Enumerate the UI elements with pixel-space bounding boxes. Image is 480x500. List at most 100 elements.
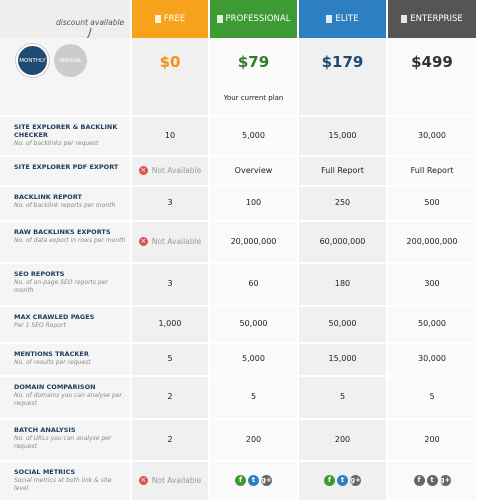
row-separator: [0, 185, 480, 187]
feature-description: Social metrics at both link & site level: [14, 477, 112, 492]
value-text: 60,000,000: [319, 236, 366, 246]
plan-price: $179: [321, 53, 364, 71]
feature-label: DOMAIN COMPARISON No. of domains you can …: [14, 383, 126, 407]
feature-name: SITE EXPLORER & BACKLINK CHECKER: [14, 123, 118, 139]
social-icon[interactable]: t: [248, 474, 259, 486]
social-icon[interactable]: f: [235, 474, 246, 486]
feature-value: 15,000: [299, 342, 386, 375]
row-separator: [0, 418, 480, 420]
value-text: 50,000: [239, 319, 268, 328]
value-text: 250: [334, 198, 351, 207]
social-icon[interactable]: g+: [261, 474, 272, 486]
feature-name: DOMAIN COMPARISON: [14, 383, 96, 391]
unavailable-icon: ×: [138, 165, 148, 175]
current-plan: Your current plan: [223, 94, 284, 102]
plan-name: PROFESSIONAL: [225, 14, 291, 24]
row-separator: [0, 305, 480, 307]
feature-value: × Not Available: [132, 155, 208, 185]
plan-name: FREE: [163, 14, 186, 24]
plan-icon: [154, 15, 161, 23]
feature-label: BACKLINK REPORT No. of backlink reports p…: [14, 193, 126, 210]
feature-description: No. of on-page SEO reports per month: [14, 279, 108, 294]
unavailable-icon: ×: [138, 236, 148, 246]
value-text: 100: [245, 198, 262, 207]
row-separator: [0, 155, 480, 157]
feature-description: No. of results per request: [14, 359, 91, 366]
plan-name: ENTERPRISE: [410, 14, 463, 24]
feature-value: 500: [388, 185, 476, 220]
feature-bg: [0, 462, 130, 500]
feature-value: 20,000,000: [210, 220, 297, 262]
feature-value: 50,000: [388, 305, 476, 342]
annual-toggle[interactable]: ANNUAL: [54, 44, 87, 77]
feature-value: 5: [388, 375, 476, 418]
social-icon[interactable]: g+: [350, 474, 361, 486]
value-text: 15,000: [328, 130, 357, 140]
feature-value: 2: [132, 418, 208, 460]
feature-value: 180: [299, 262, 386, 305]
social-icon[interactable]: g+: [439, 474, 451, 486]
unavailable-text: Not Available: [151, 236, 202, 246]
feature-label: BATCH ANALYSIS No. of URLs you can analys…: [14, 426, 126, 450]
feature-value: f t g+: [388, 460, 476, 500]
feature-bg: [0, 344, 130, 375]
row-separator: [0, 220, 480, 222]
value-text: 50,000: [328, 319, 357, 328]
plan-header: ELITE: [299, 0, 386, 38]
value-text: 15,000: [328, 354, 357, 363]
row-separator: [0, 460, 480, 462]
plan-header: FREE: [132, 0, 208, 38]
value-text: 200: [334, 434, 351, 444]
feature-label: MENTIONS TRACKER No. of results per reque…: [14, 350, 126, 367]
value-text: 3: [167, 198, 173, 207]
row-separator: [0, 262, 480, 264]
feature-name: SOCIAL METRICS: [14, 468, 76, 476]
feature-value: 30,000: [388, 342, 476, 375]
value-text: 20,000,000: [230, 236, 277, 246]
value-text: 1,000: [158, 319, 182, 328]
feature-value: 3: [132, 262, 208, 305]
social-icon[interactable]: t: [337, 474, 348, 486]
feature-name: SITE EXPLORER PDF EXPORT: [14, 163, 119, 171]
feature-value: × Not Available: [132, 460, 208, 500]
feature-value: 200: [388, 418, 476, 460]
feature-label: MAX CRAWLED PAGES Per 1 SEO Report: [14, 313, 126, 330]
feature-description: Per 1 SEO Report: [14, 322, 66, 329]
plan-price: $499: [411, 53, 453, 71]
social-icon[interactable]: f: [413, 474, 425, 486]
feature-bg: [0, 420, 130, 460]
feature-value: 3: [132, 185, 208, 220]
social-icon[interactable]: f: [324, 474, 335, 486]
feature-value: Full Report: [388, 155, 476, 185]
feature-name: RAW BACKLINKS EXPORTS: [14, 228, 111, 236]
discount-note: discount available: [56, 18, 125, 27]
monthly-toggle[interactable]: MONTHLY: [16, 44, 49, 77]
value-text: 2: [167, 434, 173, 444]
feature-value: f t g+: [210, 460, 297, 500]
value-text: 5,000: [242, 130, 265, 140]
feature-value: 50,000: [299, 305, 386, 342]
feature-value: 15,000: [299, 115, 386, 155]
feature-description: No. of backlinks per request: [14, 140, 99, 147]
value-text: 500: [424, 198, 440, 207]
value-text: 5: [339, 392, 346, 401]
value-text: Full Report: [410, 165, 454, 175]
value-text: 5: [250, 392, 257, 401]
feature-value: Overview: [210, 155, 297, 185]
feature-label: SOCIAL METRICS Social metrics at both lin…: [14, 468, 126, 492]
value-text: 300: [424, 279, 440, 288]
value-text: 200: [245, 434, 262, 444]
feature-bg: [0, 117, 130, 155]
feature-value: 200: [299, 418, 386, 460]
plan-name: ELITE: [335, 14, 359, 24]
feature-label: RAW BACKLINKS EXPORTS No. of data export …: [14, 228, 126, 245]
feature-value: 60: [210, 262, 297, 305]
header-corner: [0, 0, 130, 38]
feature-value: 5,000: [210, 342, 297, 375]
feature-bg: [0, 222, 130, 262]
social-icon[interactable]: t: [426, 474, 438, 486]
feature-name: MENTIONS TRACKER: [14, 350, 89, 358]
feature-bg: [0, 307, 130, 342]
feature-value: Full Report: [299, 155, 386, 185]
